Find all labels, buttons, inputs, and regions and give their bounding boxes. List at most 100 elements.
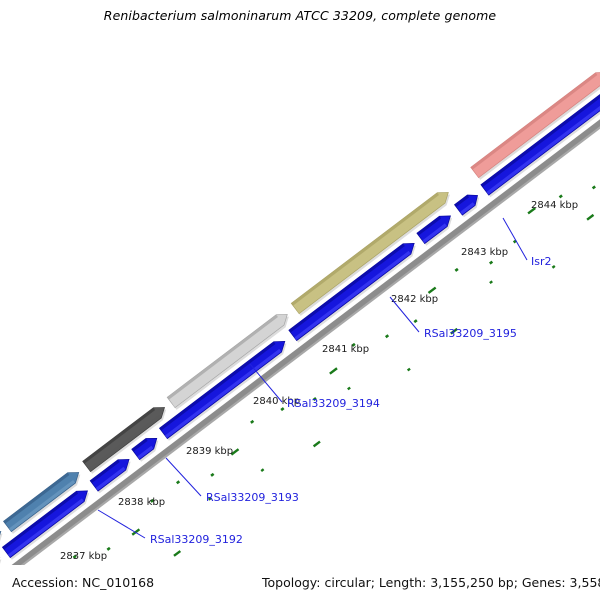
status-bar: Accession: NC_010168 Topology: circular;… (0, 566, 600, 600)
gene-label-leader (97, 509, 146, 539)
gene-feature-shadow (0, 533, 3, 542)
gene-feature[interactable] (416, 215, 453, 246)
gene-feature-track[interactable] (0, 72, 600, 565)
gene-label-leader (249, 363, 283, 403)
trna-dash (527, 207, 536, 215)
gene-label-track[interactable]: RSal33209_3192 RSal33209_3193 RSal33209_31… (97, 217, 552, 546)
gene-label-text[interactable]: RSal33209_3193 (206, 491, 299, 504)
gene-label[interactable]: RSal33209_3195 (389, 296, 517, 340)
gene-feature[interactable] (3, 472, 81, 534)
coordinate-tick-label: 2843 kbp (461, 247, 508, 258)
gene-label-leader (502, 217, 528, 261)
gene-feature[interactable] (158, 341, 287, 441)
coordinate-tick-label: 2842 kbp (391, 294, 438, 305)
coordinate-tick-label: 2837 kbp (60, 551, 107, 562)
genome-info-label: Topology: circular; Length: 3,155,250 bp… (262, 575, 600, 590)
gene-feature[interactable] (131, 438, 159, 462)
gene-feature-body[interactable] (82, 407, 165, 473)
gene-feature[interactable] (453, 194, 480, 218)
trna-dash (551, 264, 556, 269)
gene-feature[interactable] (89, 459, 131, 494)
trna-dash (280, 407, 285, 412)
genome-map-canvas[interactable]: 2837 kbp 2838 kbp 2839 kbp 2840 kbp 2841 kbp… (0, 30, 600, 565)
trna-dashed-track (72, 185, 596, 559)
trna-dash (450, 327, 458, 335)
gene-feature-body[interactable] (0, 531, 2, 565)
gene-feature-body[interactable] (166, 314, 288, 409)
gene-feature-shade (2, 491, 79, 550)
gene-feature-highlight (88, 414, 161, 472)
gene-feature-shade (417, 216, 442, 236)
genome-map-svg[interactable]: 2837 kbp 2838 kbp 2839 kbp 2840 kbp 2841 kbp… (0, 30, 600, 565)
gene-feature-body[interactable] (3, 472, 80, 533)
gene-feature-shade (481, 94, 600, 188)
trna-dash (230, 448, 240, 456)
gene-label[interactable]: RSal33209_3192 (97, 509, 243, 546)
gene-feature-highlight (172, 321, 284, 408)
gene-feature[interactable] (0, 557, 2, 565)
gene-feature[interactable] (480, 88, 600, 198)
trna-dash (250, 419, 255, 424)
gene-feature-highlight (9, 479, 76, 532)
gene-feature-shadow (0, 559, 2, 564)
coordinate-tick-label: 2838 kbp (118, 497, 165, 508)
gene-feature[interactable] (290, 192, 450, 316)
gene-feature-body[interactable] (290, 192, 449, 315)
gene-feature[interactable] (166, 314, 289, 410)
trna-dash (173, 550, 182, 557)
trna-dash (347, 386, 351, 391)
gene-feature-shade (167, 314, 278, 400)
gene-label[interactable]: Isr2 (502, 217, 552, 268)
trna-dash (208, 496, 212, 501)
gene-feature-highlight (296, 199, 445, 314)
gene-feature-shade (470, 72, 598, 170)
trna-dash (351, 342, 356, 347)
gene-feature[interactable] (470, 72, 600, 180)
gene-feature-shade (90, 459, 120, 484)
trna-dash (260, 468, 265, 472)
coordinate-tick-label: 2840 kbp (253, 396, 300, 407)
gene-label[interactable]: RSal33209_3194 (249, 363, 380, 410)
gene-feature[interactable] (288, 243, 416, 343)
gene-feature-shade (82, 407, 156, 464)
trna-dash (312, 397, 317, 402)
gene-feature-shade (159, 341, 276, 431)
coordinate-tick-track: 2837 kbp 2838 kbp 2839 kbp 2840 kbp 2841 kbp… (60, 200, 578, 562)
gene-label-text[interactable]: RSal33209_3194 (287, 397, 380, 410)
trna-dash (586, 213, 595, 221)
gene-feature-highlight (294, 250, 411, 341)
gene-feature-highlight (486, 105, 600, 195)
gene-feature[interactable] (0, 531, 3, 565)
backbone-core[interactable] (0, 101, 600, 565)
gene-label-text[interactable]: RSal33209_3192 (150, 533, 243, 546)
gene-label-leader (389, 296, 420, 333)
accession-label: Accession: NC_010168 (12, 575, 155, 590)
trna-dash (210, 472, 215, 477)
gene-feature-highlight (476, 80, 600, 178)
gene-label-text[interactable]: RSal33209_3195 (424, 327, 517, 340)
coordinate-tick-label: 2841 kbp (322, 344, 369, 355)
gene-feature-highlight (95, 466, 126, 491)
gene-feature-body[interactable] (470, 72, 600, 179)
trna-dash (558, 194, 563, 199)
gene-feature-shade (454, 195, 470, 208)
gene-label-text[interactable]: Isr2 (531, 255, 552, 268)
gene-feature-highlight (7, 498, 84, 558)
trna-dash (175, 480, 181, 485)
trna-dash (106, 546, 111, 551)
gene-feature[interactable] (1, 490, 90, 560)
trna-dash (489, 280, 493, 285)
trna-dash (427, 286, 437, 294)
trna-dash (384, 334, 390, 339)
trna-dash (72, 554, 77, 559)
gene-feature-highlight (422, 223, 447, 244)
trna-dash (454, 267, 459, 272)
gene-label[interactable]: RSal33209_3193 (165, 457, 299, 504)
gene-feature[interactable] (82, 407, 167, 474)
trna-dash (489, 260, 494, 265)
gene-feature-shade (131, 438, 148, 452)
gene-feature-shade (291, 192, 439, 306)
genome-backbone-line[interactable] (0, 101, 600, 565)
gene-feature-shade (289, 243, 405, 333)
